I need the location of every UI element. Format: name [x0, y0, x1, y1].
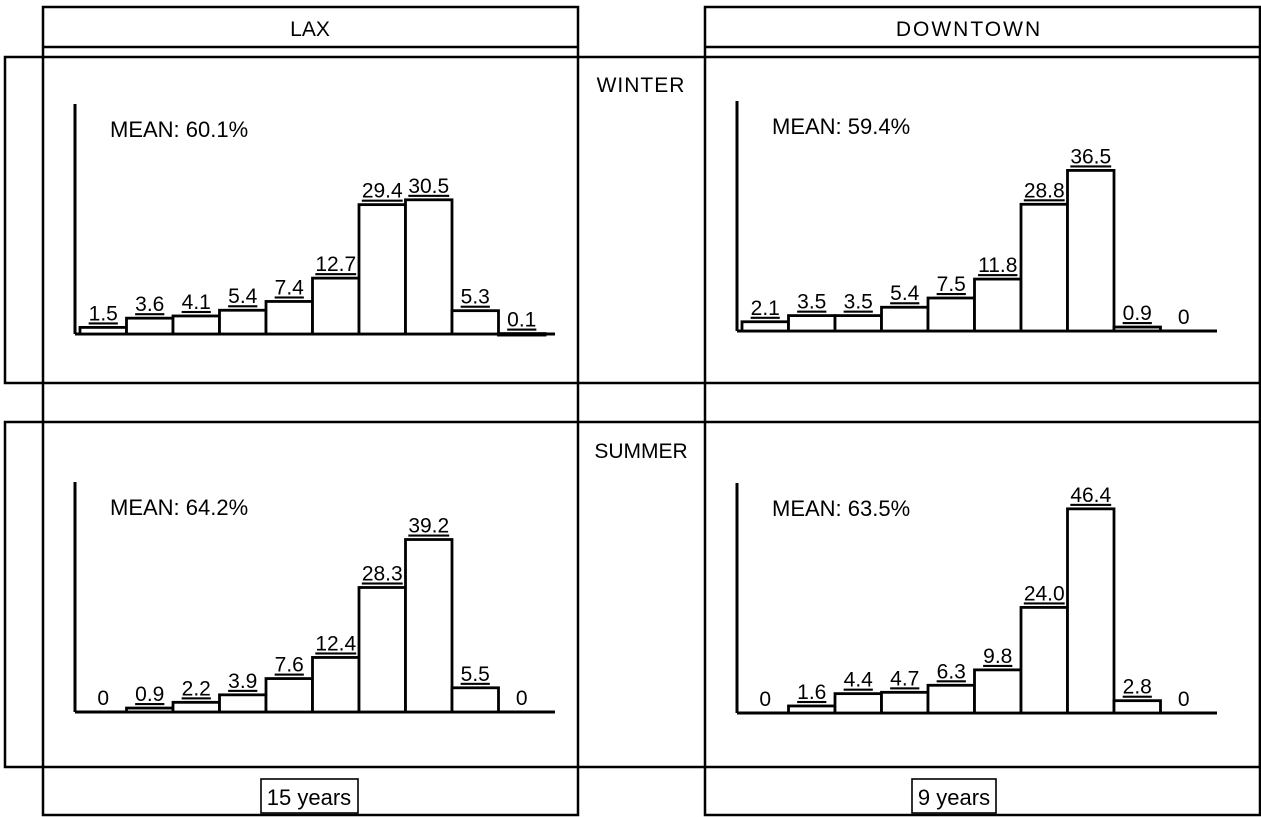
bar-value-label: 0.9 [135, 683, 164, 706]
bar [880, 305, 930, 333]
bar-value-label: 0 [759, 688, 771, 711]
bar-value-label: 0.1 [507, 309, 536, 332]
bar-value-label: 28.3 [362, 562, 403, 585]
bar [740, 320, 790, 333]
winter-row-frame [3, 55, 1261, 385]
bar-value-label: 4.7 [890, 667, 919, 690]
bar-value-label: 28.8 [1024, 179, 1065, 202]
bar-value-label: 36.5 [1070, 145, 1111, 168]
bar [1019, 606, 1069, 715]
bar [311, 656, 361, 714]
bar [973, 277, 1023, 333]
bar-value-label: 0 [97, 687, 109, 710]
bar [357, 203, 407, 336]
mean-annotation: MEAN: 60.1% [110, 117, 248, 142]
bar-value-label: 5.4 [890, 282, 920, 305]
bar-value-label: 7.5 [937, 273, 966, 296]
bar [973, 668, 1023, 715]
bar-value-label: 4.1 [182, 291, 211, 314]
bar [1019, 202, 1069, 333]
bar-value-label: 7.6 [275, 654, 304, 677]
downtown-footer-label: 9 years [918, 785, 990, 810]
bar-value-label: 4.4 [844, 669, 874, 692]
bar-value-label: 30.5 [408, 175, 449, 198]
bar [125, 316, 175, 336]
bar [171, 700, 221, 714]
bar [311, 276, 361, 336]
downtown-footer-box [911, 778, 997, 814]
bar-value-label: 1.5 [89, 302, 118, 325]
bar [1066, 507, 1116, 715]
summer-row-label: SUMMER [594, 440, 687, 463]
downtown-column-header: DOWNTOWN [896, 18, 1042, 41]
bar-value-label: 1.6 [797, 681, 826, 704]
bar [404, 538, 454, 714]
bar-value-label: 3.5 [797, 291, 826, 314]
bar [833, 692, 883, 715]
bar-value-label: 0 [1178, 306, 1190, 329]
bar-value-label: 0.9 [1123, 302, 1152, 325]
bar [125, 706, 175, 714]
bar-value-label: 11.8 [978, 254, 1017, 277]
lax-column-frame [41, 5, 580, 817]
bar [264, 677, 314, 714]
bar-value-label: 29.4 [362, 180, 403, 203]
bar [926, 296, 976, 333]
bar [1112, 325, 1162, 333]
histogram-downtown-winter: MEAN: 59.4% 2.1 3.5 3.5 5.4 7.5 11.8 28.836.5 0.… [735, 101, 1217, 333]
mean-annotation: MEAN: 64.2% [110, 495, 248, 520]
bar [218, 308, 268, 336]
bar-value-label: 39.2 [408, 515, 449, 538]
bar [357, 586, 407, 714]
bar-value-label: 5.4 [228, 285, 258, 308]
bar [926, 683, 976, 715]
bar-value-label: 3.9 [228, 670, 257, 693]
bar [171, 314, 221, 336]
winter-row-label: WINTER [597, 74, 686, 97]
bar [497, 332, 547, 337]
bar [450, 686, 500, 714]
bar [787, 704, 837, 715]
bar [833, 314, 883, 333]
bar-value-label: 3.6 [135, 293, 164, 316]
bar-value-label: 2.8 [1123, 676, 1152, 699]
mean-annotation: MEAN: 59.4% [772, 114, 910, 139]
histogram-downtown-summer: MEAN: 63.5% 0 1.6 4.4 4.7 6.3 9.8 24.0 46.4 2.8 0 [735, 483, 1217, 715]
summer-row-frame [3, 420, 1261, 769]
bar-value-label: 2.2 [182, 677, 211, 700]
bar [218, 693, 268, 714]
bar [78, 325, 128, 336]
histogram-panels: MEAN: 60.1% 1.5 3.6 4.1 5.4 7.4 12.7 29.4 30.5 5.… [73, 101, 1217, 715]
lax-column-header: LAX [290, 18, 330, 41]
bar [1066, 168, 1116, 333]
bar [787, 314, 837, 333]
bar-value-label: 5.3 [461, 286, 490, 309]
bar [404, 198, 454, 336]
bar-value-label: 6.3 [937, 660, 966, 683]
bar-value-label: 12.7 [315, 253, 356, 276]
bar [450, 309, 500, 336]
bar-value-label: 9.8 [983, 645, 1012, 668]
lax-footer-box [260, 778, 359, 814]
bar [264, 300, 314, 336]
bar [880, 690, 930, 715]
bar-value-label: 0 [516, 687, 528, 710]
bar-value-label: 0 [1178, 688, 1190, 711]
bar-value-label: 5.5 [461, 663, 490, 686]
mean-annotation: MEAN: 63.5% [772, 496, 910, 521]
downtown-column-frame [703, 5, 1261, 817]
histogram-lax-summer: MEAN: 64.2% 0 0.9 2.2 3.9 7.6 12.4 28.3 39.2 5.5 0 [73, 482, 555, 714]
bar-value-label: 12.4 [315, 632, 356, 655]
bar [1112, 699, 1162, 715]
bar-value-label: 24.0 [1024, 582, 1065, 605]
bar-value-label: 3.5 [844, 291, 873, 314]
lax-footer-label: 15 years [267, 785, 351, 810]
frame-lines [3, 5, 1261, 817]
bar-value-label: 46.4 [1070, 484, 1111, 507]
histogram-lax-winter: MEAN: 60.1% 1.5 3.6 4.1 5.4 7.4 12.7 29.4 30.5 5.… [73, 104, 555, 337]
bar-value-label: 2.1 [751, 297, 780, 320]
bar-value-label: 7.4 [275, 276, 305, 299]
